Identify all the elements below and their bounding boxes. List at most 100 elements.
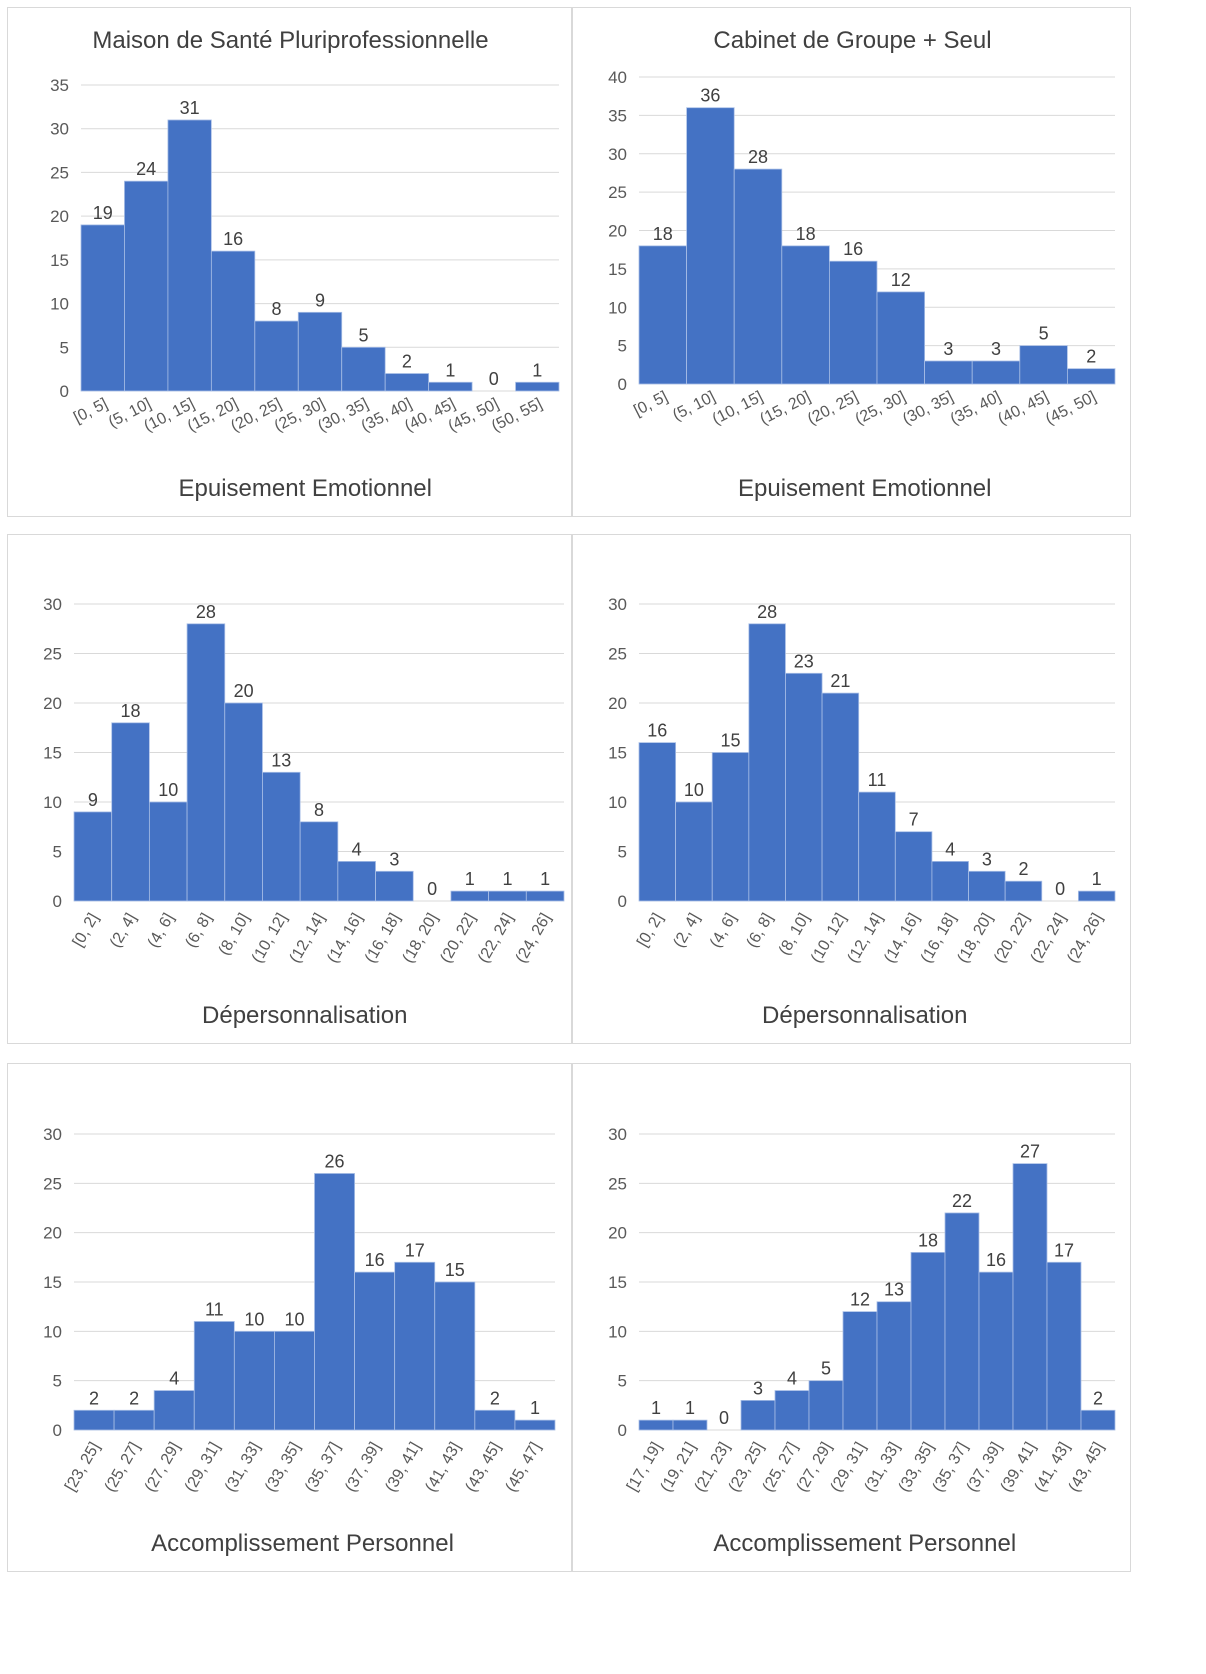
y-tick-label: 30 (608, 1125, 627, 1144)
bar (1012, 1163, 1048, 1431)
y-tick-label: 15 (608, 260, 627, 279)
y-tick-label: 15 (608, 1273, 627, 1292)
x-axis-title: Accomplissement Personnel (151, 1530, 454, 1557)
x-tick-label: (8, 10] (776, 911, 813, 959)
bar (924, 360, 973, 385)
bar (828, 260, 878, 385)
bar (711, 752, 750, 902)
data-label: 5 (821, 1359, 831, 1379)
bar (314, 1173, 355, 1431)
bar (488, 890, 527, 902)
y-tick-label: 25 (608, 183, 627, 202)
x-tick-label: (5, 10] (670, 388, 718, 424)
data-label: 28 (757, 602, 777, 622)
y-tick-label: 20 (608, 694, 627, 713)
data-label: 3 (982, 849, 992, 869)
data-label: 18 (121, 701, 141, 721)
bar (876, 1301, 912, 1431)
y-tick-label: 15 (43, 744, 62, 763)
bar (525, 890, 565, 902)
data-label: 3 (389, 849, 399, 869)
bar (153, 1390, 195, 1431)
y-tick-label: 25 (608, 645, 627, 664)
bar (931, 860, 969, 902)
x-tick-label: (27, 29] (142, 1440, 184, 1495)
x-tick-label: [0, 2] (634, 911, 667, 950)
bar (971, 360, 1021, 385)
bar (299, 821, 339, 902)
bar (80, 224, 125, 392)
bar (1066, 368, 1116, 385)
y-tick-label: 20 (50, 207, 69, 226)
x-tick-label: (18, 20] (400, 911, 442, 966)
data-label: 24 (136, 159, 156, 179)
y-tick-label: 5 (53, 1372, 62, 1391)
y-tick-label: 15 (608, 744, 627, 763)
bar (944, 1212, 980, 1431)
data-label: 11 (205, 1299, 224, 1319)
bar (686, 107, 735, 385)
x-tick-label: (39, 41] (382, 1440, 424, 1495)
chart-svg: Cabinet de Groupe + Seul0510152025303540… (608, 27, 1116, 502)
data-label: 18 (918, 1230, 938, 1250)
y-tick-label: 25 (43, 1174, 62, 1193)
bar (638, 245, 687, 385)
chart-title: Maison de Santé Pluriprofessionnelle (92, 27, 488, 54)
x-tick-label: (10, 15] (710, 388, 766, 428)
x-tick-label: (4, 6] (707, 911, 740, 951)
data-label: 2 (1086, 347, 1096, 367)
bar (124, 180, 169, 392)
bar (224, 702, 263, 902)
bar (375, 870, 414, 902)
data-label: 9 (315, 290, 325, 310)
x-tick-label: (33, 35] (262, 1440, 304, 1495)
y-tick-label: 30 (608, 145, 627, 164)
x-tick-label: (14, 16] (324, 911, 366, 966)
chart-panel-msp-accomplissement: 0 5 10 15 20 25 30 2 2 4 11 10 10 26 16 17 15 2 1 [23, 25](… (7, 1063, 572, 1572)
data-label: 18 (796, 224, 816, 244)
x-tick-label: (40, 45] (995, 388, 1051, 428)
data-label: 5 (358, 325, 368, 345)
y-tick-label: 5 (60, 338, 69, 357)
y-tick-label: 35 (608, 106, 627, 125)
data-label: 2 (129, 1388, 139, 1408)
data-label: 12 (891, 270, 911, 290)
data-label: 2 (1018, 859, 1028, 879)
data-label: 3 (991, 339, 1001, 359)
data-label: 1 (530, 1398, 540, 1418)
bar (193, 1321, 235, 1431)
bar (821, 692, 860, 902)
bar (748, 623, 786, 902)
data-label: 28 (748, 147, 768, 167)
x-tick-label: (41, 43] (422, 1440, 464, 1495)
data-label: 0 (719, 1408, 729, 1428)
y-tick-label: 15 (50, 251, 69, 270)
chart-svg: Maison de Santé Pluriprofessionnelle0510… (50, 27, 560, 502)
data-label: 16 (986, 1250, 1006, 1270)
bar (73, 811, 113, 902)
bar (394, 1261, 436, 1431)
x-tick-label: (45, 47] (503, 1440, 545, 1495)
data-label: 0 (427, 879, 437, 899)
x-axis-title: Epuisement Emotionnel (179, 475, 432, 502)
data-label: 23 (794, 651, 814, 671)
data-label: 28 (196, 602, 216, 622)
bar (233, 1330, 275, 1431)
bar (774, 1390, 810, 1431)
x-tick-label: (20, 22] (437, 911, 479, 966)
bar (515, 381, 560, 392)
bar (1004, 880, 1043, 902)
data-label: 11 (868, 770, 887, 790)
data-label: 1 (445, 360, 455, 380)
data-label: 4 (787, 1369, 797, 1389)
x-tick-label: [0, 5] (631, 388, 670, 419)
bar (638, 742, 677, 902)
data-label: 17 (1054, 1240, 1074, 1260)
x-tick-label: (31, 33] (222, 1440, 264, 1495)
bar (210, 250, 256, 392)
data-label: 1 (1092, 869, 1102, 889)
data-label: 21 (830, 671, 850, 691)
data-label: 12 (850, 1290, 870, 1310)
data-label: 1 (465, 869, 475, 889)
